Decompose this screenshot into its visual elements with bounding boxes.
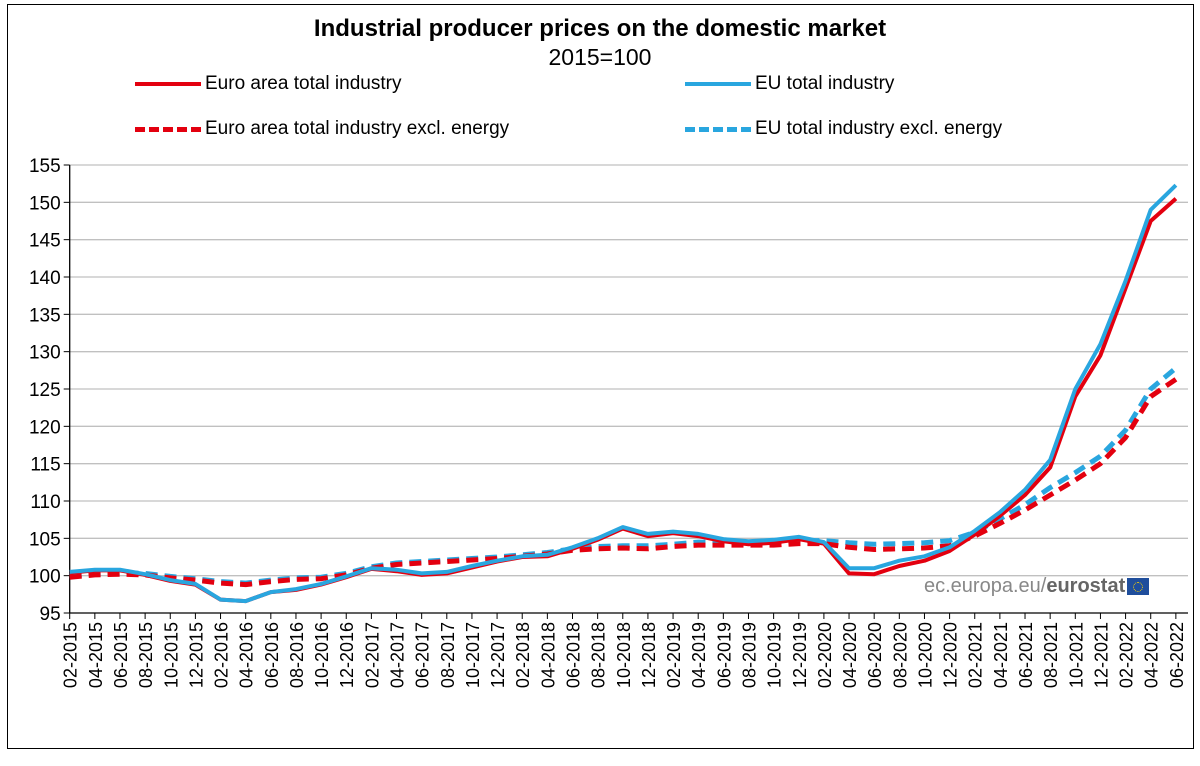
x-tick-label: 02-2022 — [1117, 622, 1137, 688]
x-tick-label: 06-2019 — [714, 622, 734, 688]
x-tick-label: 02-2016 — [212, 622, 232, 688]
legend-label: Euro area total industry — [205, 73, 402, 94]
y-tick-label: 130 — [29, 343, 61, 364]
series-line-euro-area-total-industry-excl-energy — [69, 377, 1178, 588]
legend-label: Euro area total industry excl. energy — [205, 118, 510, 139]
eu-flag-icon — [1127, 578, 1150, 595]
legend-swatch — [135, 82, 201, 86]
x-tick-label: 02-2020 — [815, 622, 835, 688]
legend-item-eu-total: EU total industry — [685, 73, 894, 95]
x-tick-label: 06-2015 — [111, 622, 131, 688]
y-tick-label: 155 — [29, 156, 61, 177]
y-tick-label: 95 — [40, 604, 61, 625]
x-tick-label: 04-2019 — [689, 622, 709, 688]
y-tick-label: 115 — [30, 455, 60, 476]
y-tick-label: 110 — [30, 492, 60, 513]
watermark-brand: eurostat — [1046, 575, 1126, 597]
y-tick-label: 125 — [29, 380, 61, 401]
x-tick-label: 10-2016 — [312, 622, 332, 688]
x-tick-label: 06-2018 — [564, 622, 584, 688]
x-tick-label: 12-2018 — [639, 622, 659, 688]
x-tick-label: 04-2017 — [388, 622, 408, 688]
x-tick-label: 04-2022 — [1142, 622, 1162, 688]
x-tick-label: 10-2019 — [765, 622, 785, 688]
series-line-euro-area-total-industry — [69, 197, 1178, 604]
watermark-prefix: ec.europa.eu/ — [924, 575, 1047, 597]
x-tick-label: 02-2021 — [966, 622, 986, 688]
series-line-eu-total-industry-excl-energy — [69, 366, 1178, 586]
legend-item-ea-excl-energy: Euro area total industry excl. energy — [135, 118, 509, 140]
x-tick-label: 10-2017 — [463, 622, 483, 688]
x-tick-label: 10-2015 — [161, 622, 181, 688]
legend-item-ea-total: Euro area total industry — [135, 73, 401, 95]
y-tick-label: 145 — [29, 231, 61, 252]
y-tick-label: 100 — [29, 567, 61, 588]
y-tick-label: 120 — [29, 417, 61, 438]
x-tick-label: 12-2016 — [337, 622, 357, 688]
legend-label: EU total industry — [755, 73, 895, 94]
x-tick-label: 06-2021 — [1016, 622, 1036, 688]
x-tick-label: 04-2021 — [991, 622, 1011, 688]
chart-frame — [7, 4, 1194, 749]
x-tick-label: 02-2018 — [513, 622, 533, 688]
y-tick-label: 150 — [29, 193, 61, 214]
x-tick-label: 12-2020 — [941, 622, 961, 688]
x-tick-label: 06-2017 — [413, 622, 433, 688]
x-tick-label: 02-2017 — [362, 622, 382, 688]
x-tick-label: 12-2019 — [790, 622, 810, 688]
chart-subtitle: 2015=100 — [548, 44, 652, 70]
legend-label: EU total industry excl. energy — [755, 118, 1003, 139]
x-tick-label: 06-2020 — [865, 622, 885, 688]
x-tick-label: 10-2021 — [1066, 622, 1086, 688]
x-tick-label: 04-2020 — [840, 622, 860, 688]
legend-swatch — [685, 82, 751, 86]
legend-item-eu-excl-energy: EU total industry excl. energy — [685, 118, 1002, 140]
x-tick-label: 08-2020 — [890, 622, 910, 688]
y-tick-label: 135 — [29, 305, 61, 326]
x-tick-label: 08-2019 — [739, 622, 759, 688]
series-line-eu-total-industry — [69, 183, 1178, 604]
x-tick-label: 12-2017 — [488, 622, 508, 688]
x-tick-label: 06-2022 — [1167, 622, 1187, 688]
x-tick-label: 08-2017 — [438, 622, 458, 688]
x-tick-label: 08-2016 — [287, 622, 307, 688]
y-tick-label: 105 — [29, 529, 61, 550]
legend-swatch — [685, 126, 751, 132]
x-tick-label: 04-2016 — [237, 622, 257, 688]
x-tick-label: 06-2016 — [262, 622, 282, 688]
legend-swatch — [135, 126, 201, 132]
x-tick-label: 08-2021 — [1041, 622, 1061, 688]
x-tick-label: 10-2018 — [614, 622, 634, 688]
x-tick-label: 04-2015 — [86, 622, 106, 688]
chart-title: Industrial producer prices on the domest… — [313, 15, 887, 42]
x-tick-label: 02-2015 — [61, 622, 81, 688]
x-tick-label: 12-2015 — [186, 622, 206, 688]
y-tick-label: 140 — [29, 268, 61, 289]
x-tick-label: 04-2018 — [538, 622, 558, 688]
x-tick-label: 02-2019 — [664, 622, 684, 688]
x-tick-label: 12-2021 — [1091, 622, 1111, 688]
x-tick-label: 10-2020 — [915, 622, 935, 688]
x-tick-label: 08-2015 — [136, 622, 156, 688]
eurostat-watermark: ec.europa.eu/eurostat — [924, 575, 1150, 598]
x-tick-label: 08-2018 — [589, 622, 609, 688]
